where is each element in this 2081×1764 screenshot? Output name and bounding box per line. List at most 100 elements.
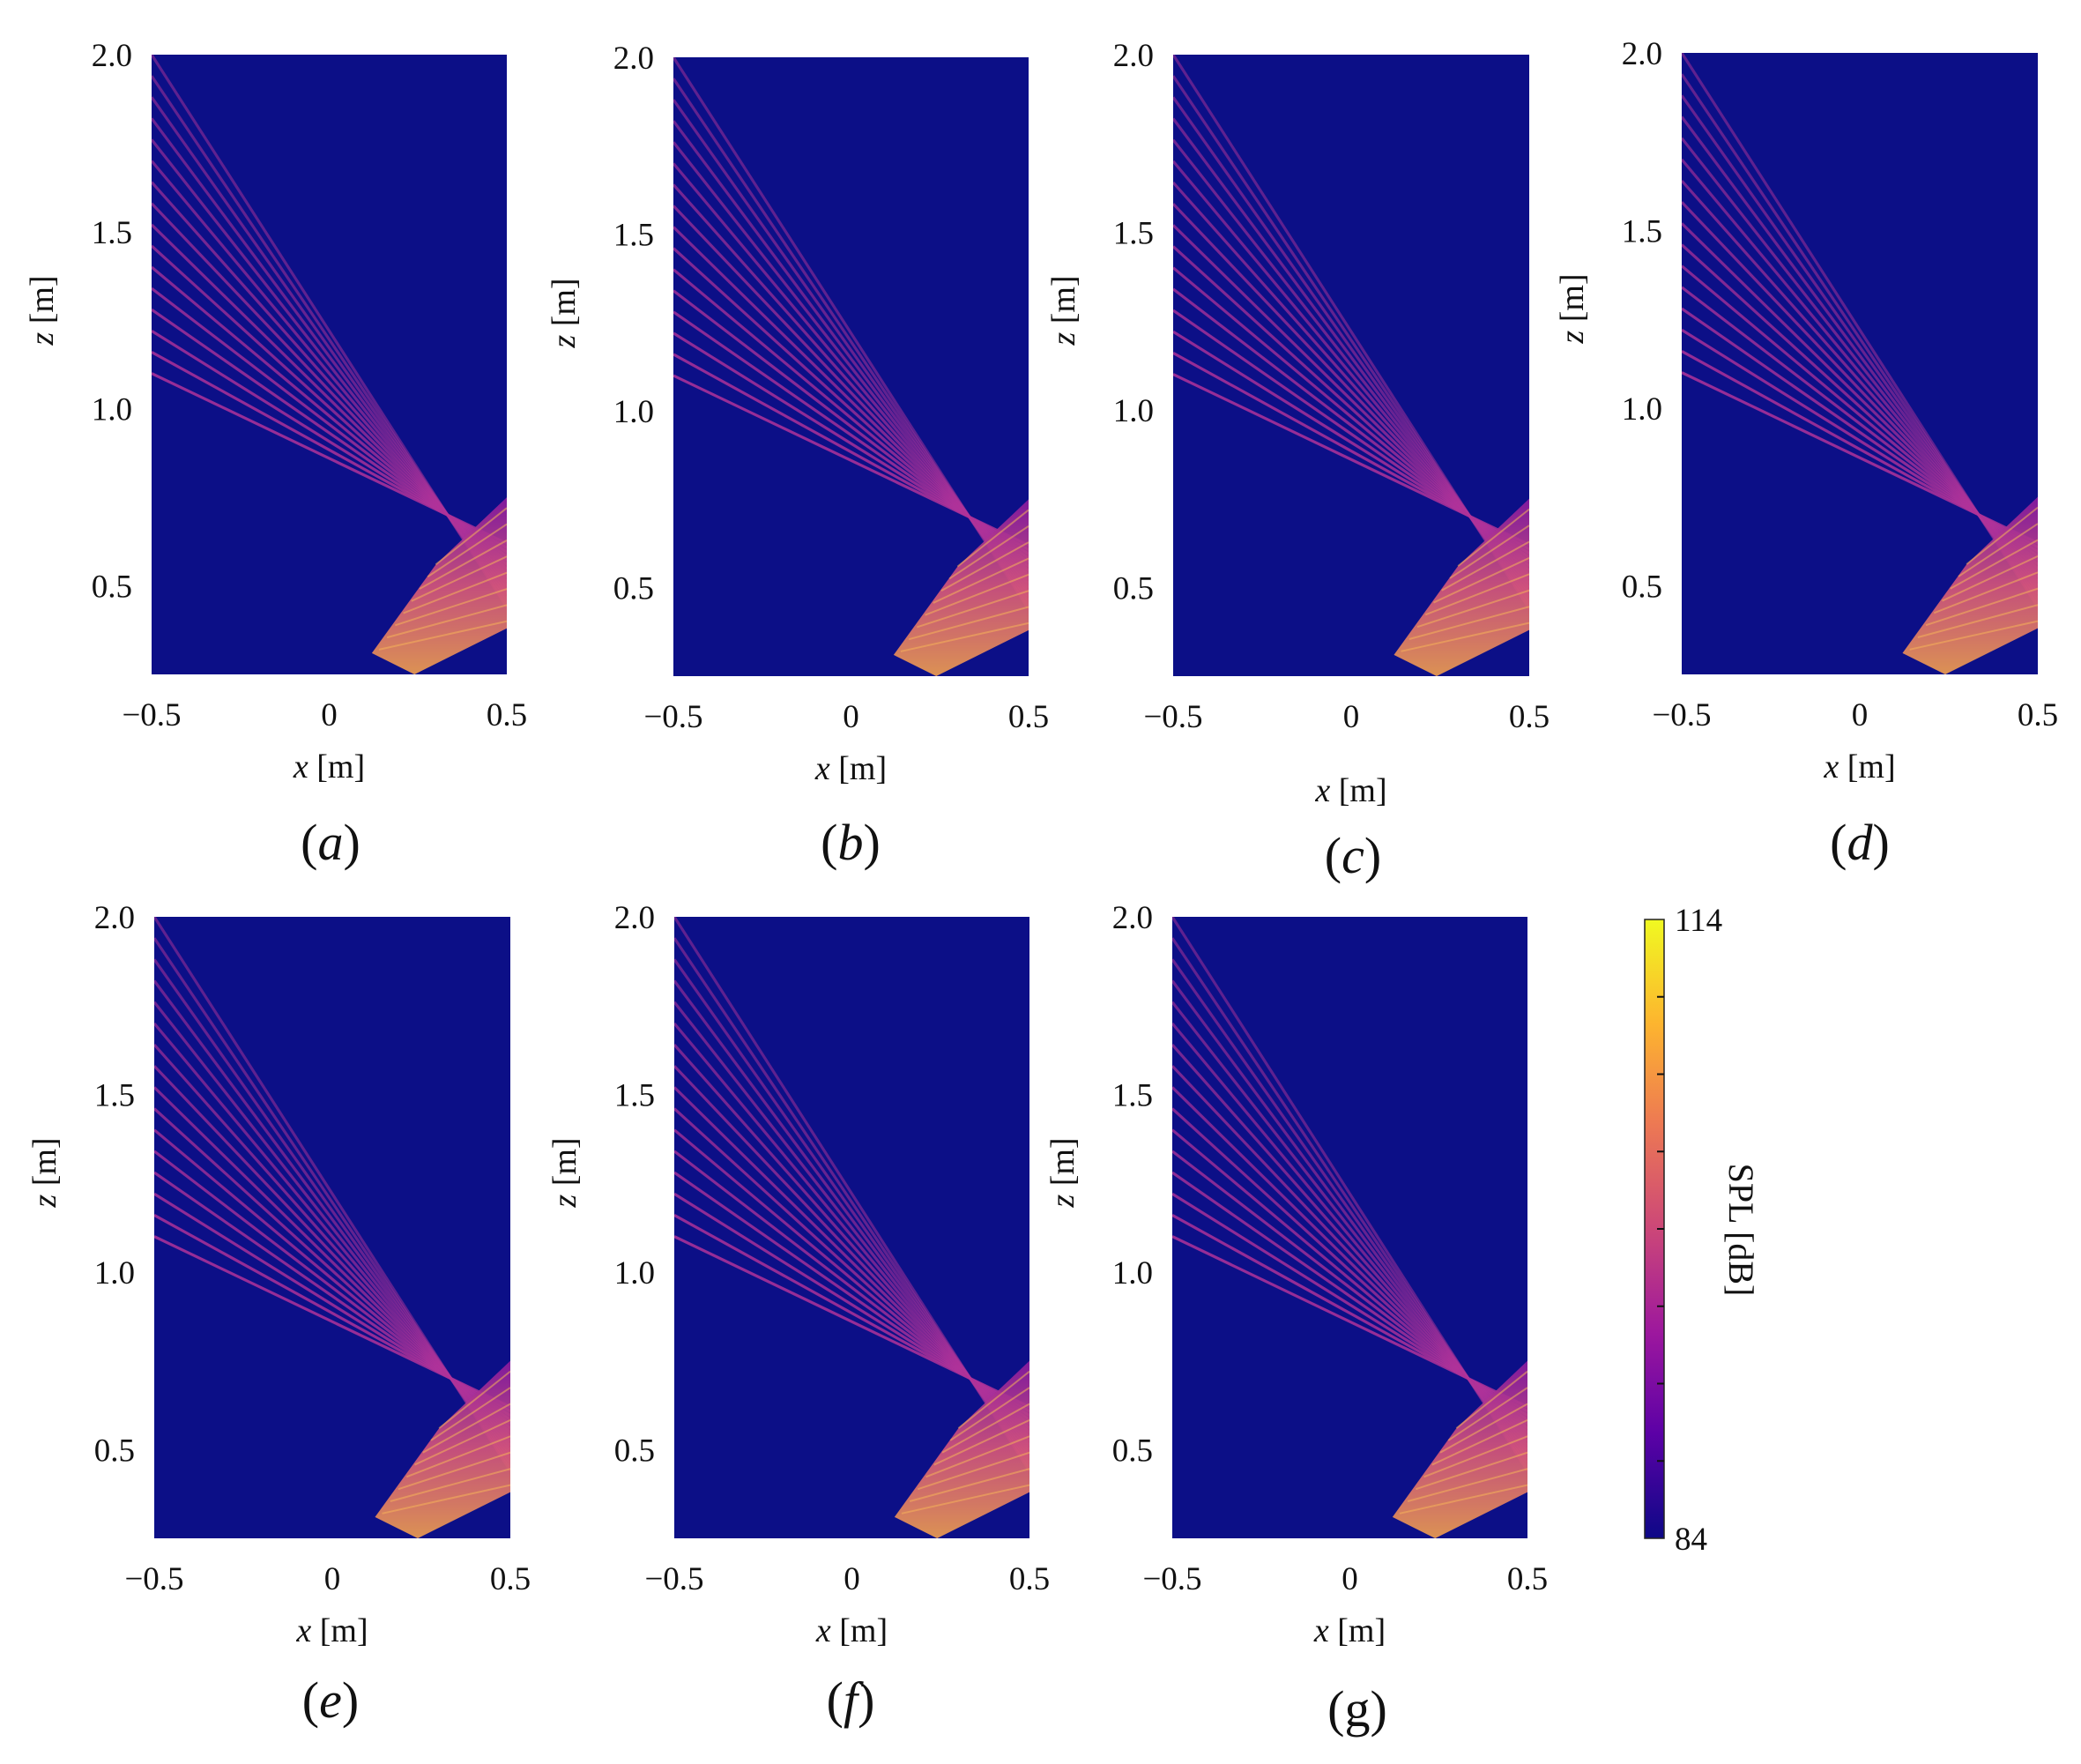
x-axis-label: x [m]	[295, 1612, 368, 1649]
source-region	[1394, 498, 1529, 676]
z-tick-label: 2.0	[614, 900, 655, 936]
z-tick-label: 0.5	[1112, 1433, 1153, 1469]
panel-g: −0.5 0 0.5 0.5 1.0 1.5 2.0 x [m] z [m] (g)	[1044, 900, 1548, 1738]
source-ray	[925, 573, 1029, 616]
source-ray	[933, 557, 1029, 604]
ray	[674, 917, 1029, 1472]
panel-d: −0.5 0 0.5 0.5 1.0 1.5 2.0 x [m] z [m] (d)	[1554, 36, 2058, 871]
z-tick-label: 1.5	[614, 1077, 655, 1113]
source-ray	[949, 1387, 1029, 1441]
z-tick-label: 1.5	[1622, 213, 1662, 249]
z-tick-label: 0.5	[614, 1433, 655, 1469]
z-tick-label: 2.0	[94, 900, 135, 936]
colorbar: 114 84 SPL [dB]	[1644, 903, 1761, 1558]
source-ray	[403, 571, 507, 614]
x-axis-label: x [m]	[815, 1612, 888, 1649]
x-tick-label: 0	[843, 699, 859, 735]
x-axis-label: x [m]	[293, 748, 365, 785]
source-region	[893, 499, 1029, 676]
z-axis-label: z [m]	[1554, 273, 1591, 344]
x-tick-label: 0.5	[490, 1561, 531, 1597]
source-ray	[941, 1403, 1029, 1454]
z-axis-label: z [m]	[26, 1137, 63, 1208]
beam-pattern	[1173, 55, 1529, 676]
beam-pattern	[674, 917, 1029, 1538]
source-ray	[1909, 620, 2038, 651]
source-ray	[1399, 1484, 1527, 1515]
x-axis-label: x [m]	[1823, 748, 1895, 785]
x-tick-label: 0	[844, 1561, 860, 1597]
x-axis-label: x [m]	[1314, 772, 1386, 809]
source-ray	[1925, 587, 2038, 627]
source-ray	[1424, 573, 1529, 616]
source-ray	[1917, 604, 2038, 638]
x-tick-label: −0.5	[1142, 1561, 1201, 1597]
x-tick-label: −0.5	[122, 697, 181, 733]
source-ray	[1958, 523, 2038, 577]
source-ray	[908, 606, 1029, 641]
source-region	[1902, 496, 2038, 674]
source-ray	[956, 509, 1029, 568]
z-tick-label: 1.5	[1113, 215, 1154, 251]
source-region	[375, 1360, 510, 1538]
source-ray	[430, 1387, 510, 1441]
z-tick-label: 1.0	[1622, 391, 1662, 428]
source-ray	[925, 1435, 1029, 1478]
ray	[1172, 917, 1527, 1472]
z-tick-label: 0.5	[1113, 570, 1154, 607]
source-ray	[422, 1403, 510, 1454]
source-region	[894, 1360, 1029, 1538]
source-ray	[1441, 540, 1529, 592]
source-ray	[940, 541, 1029, 592]
source-ray	[1416, 589, 1529, 629]
panel-label: (a)	[301, 814, 360, 871]
source-region	[371, 497, 507, 674]
x-tick-label: 0	[1343, 699, 1360, 735]
source-ray	[1416, 1451, 1527, 1491]
z-tick-label: 1.0	[92, 392, 132, 428]
source-ray	[1942, 555, 2038, 602]
source-ray	[909, 1468, 1029, 1502]
panel-label: (g)	[1327, 1680, 1387, 1738]
x-tick-label: 0	[324, 1561, 341, 1597]
x-tick-label: −0.5	[643, 699, 702, 735]
z-tick-label: 2.0	[92, 38, 132, 74]
x-tick-label: −0.5	[644, 1561, 703, 1597]
z-axis-label: z [m]	[24, 275, 61, 346]
z-tick-label: 1.0	[1112, 1255, 1153, 1291]
source-region	[1392, 1360, 1527, 1538]
ray	[673, 57, 1029, 610]
source-ray	[948, 525, 1029, 580]
beam-pattern	[154, 917, 510, 1538]
z-tick-label: 1.0	[614, 1255, 655, 1291]
z-tick-label: 2.0	[613, 41, 654, 77]
z-tick-label: 1.0	[613, 394, 654, 430]
panel-b: −0.5 0 0.5 0.5 1.0 1.5 2.0 x [m] z [m] (b)	[546, 41, 1049, 871]
ray	[154, 917, 510, 1472]
z-axis-label: z [m]	[546, 1137, 583, 1208]
source-ray	[427, 523, 507, 578]
z-tick-label: 1.5	[613, 218, 654, 254]
panel-e: −0.5 0 0.5 0.5 1.0 1.5 2.0 x [m] z [m] (e)	[26, 900, 531, 1729]
source-ray	[390, 1468, 510, 1502]
source-ray	[1423, 1435, 1527, 1478]
panel-label: (e)	[302, 1671, 359, 1729]
x-tick-label: −0.5	[1652, 697, 1711, 733]
source-ray	[900, 621, 1029, 652]
x-tick-label: −0.5	[1143, 699, 1202, 735]
source-ray	[1408, 606, 1529, 640]
z-tick-label: 2.0	[1113, 38, 1154, 74]
source-ray	[1433, 556, 1529, 604]
z-axis-label: z [m]	[1045, 275, 1082, 346]
source-ray	[419, 540, 507, 590]
source-ray	[917, 590, 1029, 629]
source-ray	[1431, 1419, 1527, 1466]
source-ray	[957, 1370, 1029, 1429]
source-ray	[1401, 621, 1529, 652]
source-ray	[1439, 1403, 1527, 1454]
x-axis-label: x [m]	[814, 750, 887, 787]
z-tick-label: 1.0	[1113, 393, 1154, 429]
ray	[1682, 53, 2038, 608]
panel-c: −0.5 0 0.5 0.5 1.0 1.5 2.0 x [m] z [m] (c)	[1045, 38, 1550, 884]
